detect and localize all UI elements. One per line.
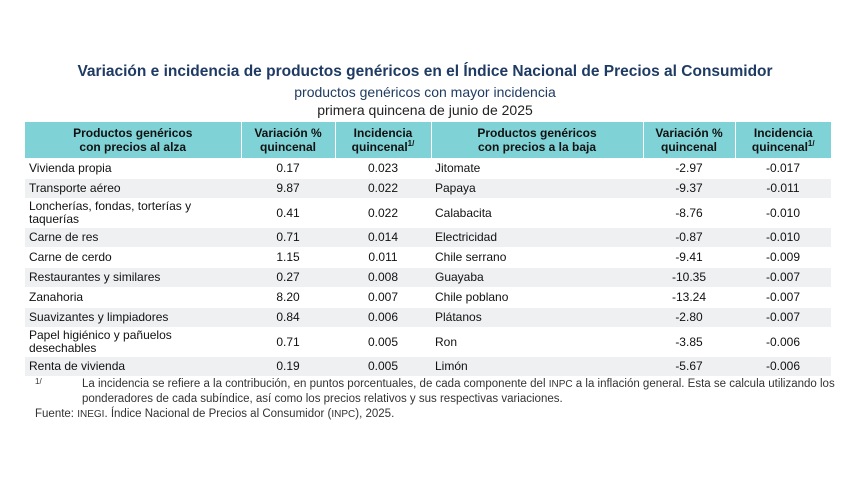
down-variation-cell: -0.87 — [643, 227, 735, 248]
down-variation-cell: -2.80 — [643, 307, 735, 328]
up-product-cell: Carne de res — [25, 227, 241, 248]
down-incidence-cell: -0.007 — [735, 267, 831, 288]
header-down-incidence: Incidencia quincenal1/ — [735, 122, 831, 159]
page-subtitle: productos genéricos con mayor incidencia — [294, 84, 556, 100]
down-incidence-cell: -0.010 — [735, 198, 831, 228]
header-up-product: Productos genéricos con precios al alza — [25, 122, 242, 159]
up-product-cell: Papel higiénico y pañuelos desechables — [25, 327, 241, 357]
up-incidence-cell: 0.005 — [335, 327, 431, 357]
up-product-cell: Suavizantes y limpiadores — [25, 307, 241, 328]
table-row: Renta de vivienda 0.19 0.005 Limón -5.67 -0.0… — [25, 356, 831, 376]
up-incidence-cell: 0.006 — [335, 307, 431, 328]
down-incidence-cell: -0.006 — [735, 327, 831, 357]
down-incidence-cell: -0.011 — [735, 178, 831, 199]
up-incidence-cell: 0.014 — [335, 227, 431, 248]
up-incidence-cell: 0.022 — [335, 178, 431, 199]
up-product-cell: Transporte aéreo — [25, 178, 241, 199]
down-variation-cell: -5.67 — [643, 356, 735, 376]
up-variation-cell: 0.71 — [241, 227, 335, 248]
table-row: Carne de res 0.71 0.014 Electricidad -0.87 -0… — [25, 227, 831, 248]
down-product-cell: Chile poblano — [431, 287, 643, 308]
down-product-cell: Papaya — [431, 178, 643, 199]
footnote-mark: 1/ — [407, 139, 415, 148]
down-product-cell: Jitomate — [431, 158, 643, 179]
down-product-cell: Calabacita — [431, 198, 643, 228]
up-product-cell: Loncherías, fondas, torterías y taquería… — [25, 198, 241, 228]
up-variation-cell: 0.71 — [241, 327, 335, 357]
table-row: Vivienda propia 0.17 0.023 Jitomate -2.97 -0.… — [25, 158, 831, 179]
up-product-cell: Restaurantes y similares — [25, 267, 241, 288]
down-incidence-cell: -0.010 — [735, 227, 831, 248]
table-row: Restaurantes y similares 0.27 0.008 Guayaba… — [25, 267, 831, 288]
up-incidence-cell: 0.022 — [335, 198, 431, 228]
up-variation-cell: 0.84 — [241, 307, 335, 328]
down-variation-cell: -9.41 — [643, 247, 735, 268]
table-row: Loncherías, fondas, torterías y taquería… — [25, 198, 831, 228]
down-product-cell: Electricidad — [431, 227, 643, 248]
footnote-marker: 1/ — [35, 377, 42, 386]
footnote-mark: 1/ — [807, 139, 815, 148]
down-incidence-cell: -0.009 — [735, 247, 831, 268]
down-incidence-cell: -0.017 — [735, 158, 831, 179]
period-label: primera quincena de junio de 2025 — [317, 102, 533, 118]
up-product-cell: Renta de vivienda — [25, 356, 241, 376]
up-variation-cell: 1.15 — [241, 247, 335, 268]
up-incidence-cell: 0.005 — [335, 356, 431, 376]
down-product-cell: Guayaba — [431, 267, 643, 288]
down-variation-cell: -10.35 — [643, 267, 735, 288]
up-variation-cell: 9.87 — [241, 178, 335, 199]
down-variation-cell: -2.97 — [643, 158, 735, 179]
up-variation-cell: 0.19 — [241, 356, 335, 376]
table-row: Papel higiénico y pañuelos desechables 0.… — [25, 327, 831, 357]
up-incidence-cell: 0.011 — [335, 247, 431, 268]
up-variation-cell: 0.27 — [241, 267, 335, 288]
down-product-cell: Limón — [431, 356, 643, 376]
up-incidence-cell: 0.023 — [335, 158, 431, 179]
down-product-cell: Chile serrano — [431, 247, 643, 268]
down-variation-cell: -9.37 — [643, 178, 735, 199]
up-product-cell: Carne de cerdo — [25, 247, 241, 268]
down-incidence-cell: -0.007 — [735, 287, 831, 308]
down-variation-cell: -8.76 — [643, 198, 735, 228]
page-title: Variación e incidencia de productos gené… — [77, 63, 773, 80]
footnote: 1/ La incidencia se refiere a la contrib… — [35, 377, 835, 407]
down-variation-cell: -13.24 — [643, 287, 735, 308]
up-variation-cell: 8.20 — [241, 287, 335, 308]
up-product-cell: Zanahoria — [25, 287, 241, 308]
up-incidence-cell: 0.008 — [335, 267, 431, 288]
table-row: Carne de cerdo 1.15 0.011 Chile serrano -9.4… — [25, 247, 831, 268]
up-variation-cell: 0.41 — [241, 198, 335, 228]
down-variation-cell: -3.85 — [643, 327, 735, 357]
table-row: Zanahoria 8.20 0.007 Chile poblano -13.24 -0.… — [25, 287, 831, 308]
source-note: Fuente: INEGI. Índice Nacional de Precio… — [35, 408, 395, 420]
incidence-table: Productos genéricos con precios al alza V… — [25, 122, 831, 376]
header-up-incidence: Incidencia quincenal1/ — [335, 122, 432, 159]
down-product-cell: Ron — [431, 327, 643, 357]
table-row: Transporte aéreo 9.87 0.022 Papaya -9.37 -0.0… — [25, 178, 831, 199]
up-incidence-cell: 0.007 — [335, 287, 431, 308]
up-variation-cell: 0.17 — [241, 158, 335, 179]
down-product-cell: Plátanos — [431, 307, 643, 328]
down-incidence-cell: -0.007 — [735, 307, 831, 328]
up-product-cell: Vivienda propia — [25, 158, 241, 179]
header-down-product: Productos genéricos con precios a la baja — [431, 122, 644, 159]
header-down-variation: Variación % quincenal — [643, 122, 736, 159]
table-header-row: Productos genéricos con precios al alza V… — [25, 122, 831, 159]
table-row: Suavizantes y limpiadores 0.84 0.006 Plátan… — [25, 307, 831, 328]
header-up-variation: Variación % quincenal — [241, 122, 336, 159]
down-incidence-cell: -0.006 — [735, 356, 831, 376]
